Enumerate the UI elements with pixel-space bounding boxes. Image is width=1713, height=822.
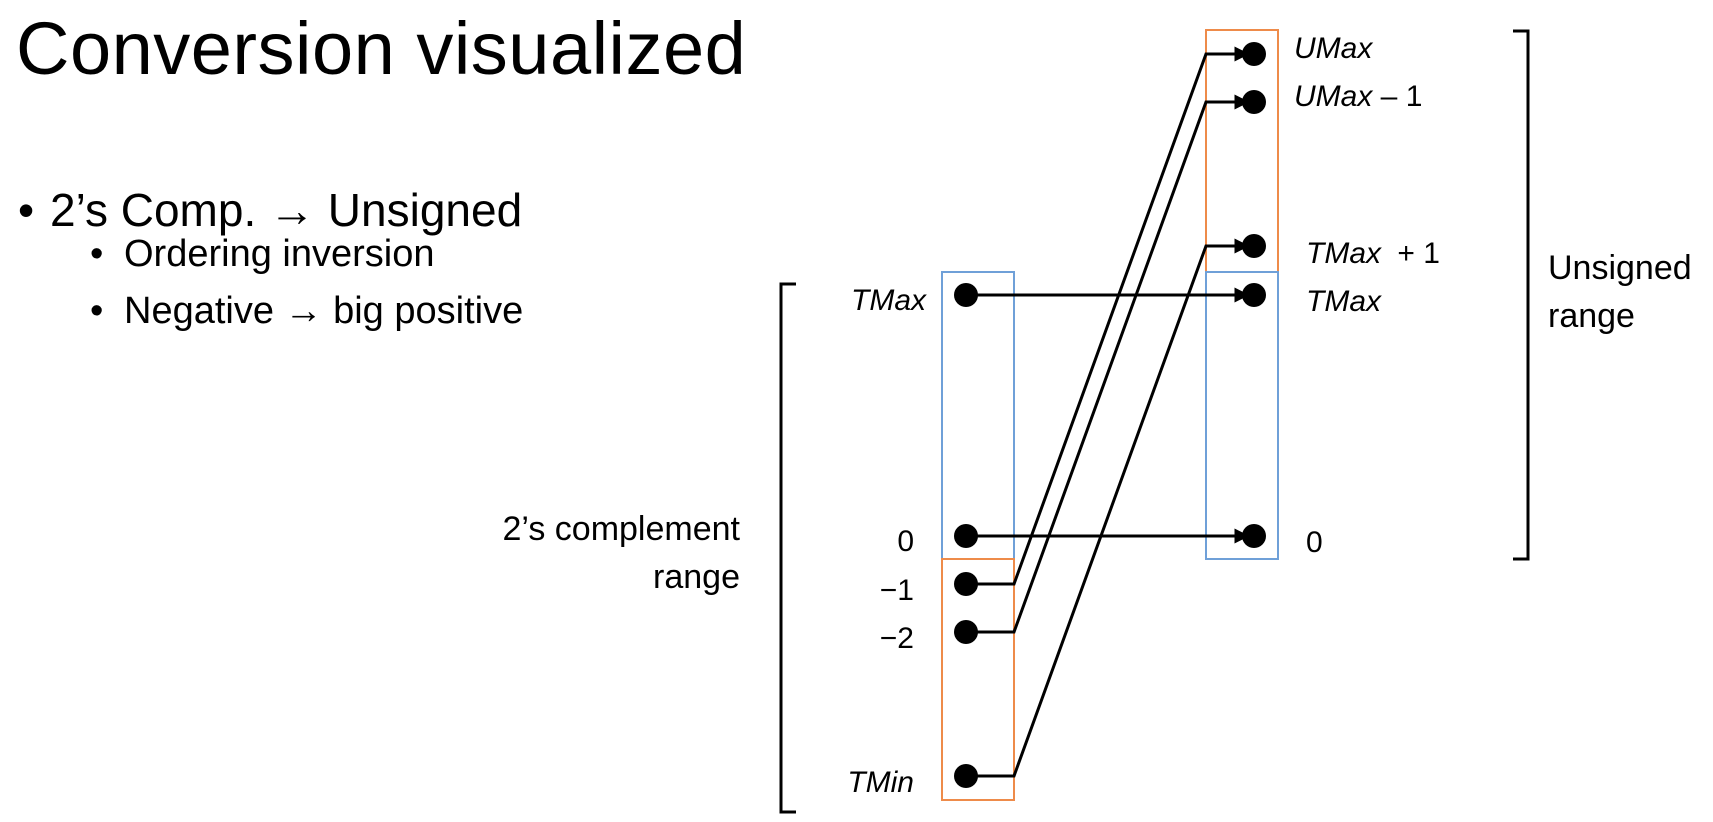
right-upper-box xyxy=(1205,29,1279,273)
right-range-label-line1: Unsigned xyxy=(1548,249,1692,287)
bullet-dot: • xyxy=(90,233,104,275)
dot-left-tmin xyxy=(954,764,978,788)
dot-right-tmax xyxy=(1242,283,1266,307)
sub-bullet-negative: • Negative → big positive xyxy=(90,290,523,333)
left-negative-box xyxy=(941,558,1015,801)
bullet-main-text: 2’s Comp. → Unsigned xyxy=(50,184,523,236)
label-right-zero: 0 xyxy=(1306,526,1323,559)
dot-left-neg2 xyxy=(954,620,978,644)
label-right-umax: UMax xyxy=(1294,32,1373,65)
bullet-main: • 2’s Comp. → Unsigned xyxy=(18,183,522,237)
sub-bullet-ordering: • Ordering inversion xyxy=(90,233,434,276)
arrow-neg2-to-umax-minus1 xyxy=(966,94,1250,634)
label-left-tmin: TMin xyxy=(847,766,914,799)
dot-left-zero xyxy=(954,524,978,548)
dot-right-umax-minus1 xyxy=(1242,90,1266,114)
left-range-label-line1: 2’s complement xyxy=(503,510,741,548)
dot-right-umax xyxy=(1242,42,1266,66)
arrow-neg1-to-umax xyxy=(966,46,1250,586)
bullet-dot: • xyxy=(90,290,104,332)
label-left-neg2: −2 xyxy=(880,622,914,655)
label-left-zero: 0 xyxy=(897,525,914,558)
sub-bullet-text: Ordering inversion xyxy=(124,233,435,275)
dot-right-zero xyxy=(1242,524,1266,548)
dot-left-tmax xyxy=(954,283,978,307)
bullet-dot: • xyxy=(18,184,35,236)
left-positive-box xyxy=(941,271,1015,560)
dot-left-neg1 xyxy=(954,572,978,596)
right-range-label-line2: range xyxy=(1548,297,1635,335)
sub-bullet-text: Negative → big positive xyxy=(124,290,524,332)
slide-title: Conversion visualized xyxy=(16,7,747,90)
right-range-bracket xyxy=(1513,29,1530,561)
label-right-tmax-plus1: TMax + 1 xyxy=(1306,237,1440,270)
label-right-umax-minus1: UMax – 1 xyxy=(1294,80,1422,113)
label-left-neg1: −1 xyxy=(880,574,914,607)
dot-right-tmax-plus1 xyxy=(1242,234,1266,258)
left-range-label-line2: range xyxy=(653,558,740,596)
label-right-tmax: TMax xyxy=(1306,285,1382,318)
left-range-bracket xyxy=(779,282,796,814)
label-left-tmax: TMax xyxy=(851,284,927,317)
arrow-tmin-to-tmax-plus1 xyxy=(966,238,1250,778)
right-lower-box xyxy=(1205,271,1279,560)
